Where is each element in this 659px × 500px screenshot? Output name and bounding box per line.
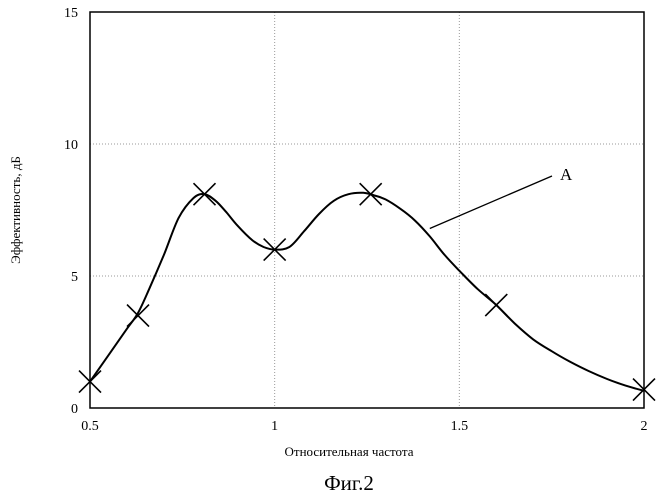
data-marker	[127, 305, 149, 327]
x-tick-label: 1	[271, 419, 278, 434]
data-markers	[79, 183, 655, 400]
data-marker	[193, 183, 215, 205]
x-tick-label: 0.5	[81, 419, 99, 434]
data-marker	[485, 294, 507, 316]
x-tick-label: 2	[641, 419, 648, 434]
y-axis-label: Эффективность, дБ	[8, 156, 23, 264]
x-tick-label: 1.5	[451, 419, 469, 434]
y-tick-label: 10	[64, 138, 78, 153]
y-tick-label: 5	[71, 270, 78, 285]
plot-frame	[90, 12, 644, 408]
gridlines	[90, 12, 644, 408]
annotation-pointer	[430, 176, 552, 228]
figure-caption: Фиг.2	[324, 471, 374, 495]
x-axis-label: Относительная частота	[285, 444, 414, 459]
y-tick-label: 15	[64, 6, 78, 21]
data-marker	[360, 183, 382, 205]
tick-labels: 0.5 1 1.5 2 0 5 10 15	[64, 6, 648, 434]
series-line	[90, 193, 644, 391]
y-tick-label: 0	[71, 402, 78, 417]
annotation-label: A	[560, 165, 573, 184]
